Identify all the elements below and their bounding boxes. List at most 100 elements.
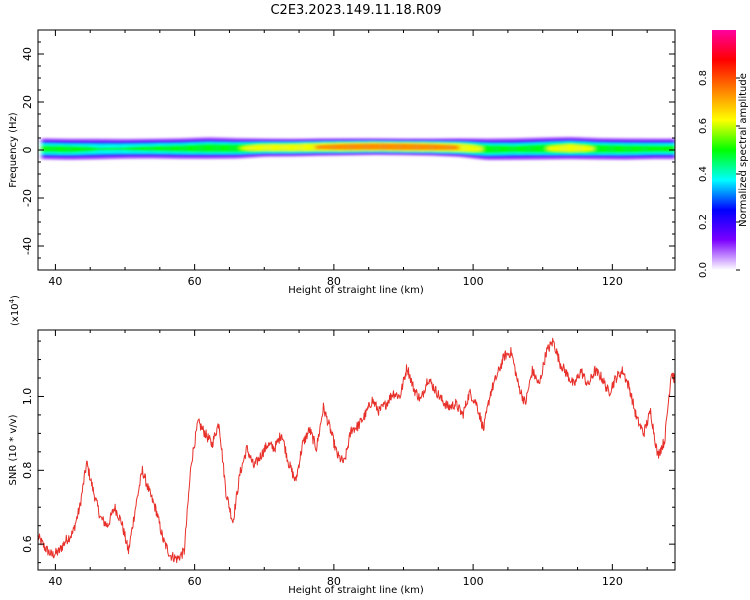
heatmap-cell [491, 145, 497, 154]
heatmap-cell [487, 145, 493, 154]
heatmap-cell [227, 144, 233, 153]
colorbar-gradient [712, 30, 736, 270]
heatmap-cell [380, 143, 386, 150]
colorbar-tick-label: 0.8 [698, 70, 709, 86]
heatmap-cell [166, 145, 173, 152]
heatmap-cell [50, 145, 56, 153]
heatmap-cell [333, 144, 340, 150]
heatmap-cell [547, 146, 553, 151]
heatmap-cell [468, 144, 474, 152]
y-tick-label: -20 [21, 189, 34, 207]
y-tick-label: -40 [21, 237, 34, 255]
spectrogram-y-axis-label: Frequency (Hz) [8, 112, 19, 188]
heatmap-cell [231, 144, 238, 153]
heatmap-cell [528, 144, 535, 153]
colorbar-ticks: 0.0 0.2 0.4 0.6 0.8 [698, 70, 740, 278]
heatmap-cell [190, 144, 196, 153]
heatmap-cell [621, 145, 627, 154]
snr-series-line [38, 337, 675, 564]
heatmap-cell [403, 143, 409, 151]
x-tick-label: 40 [48, 575, 62, 588]
heatmap-cell [315, 145, 321, 150]
heatmap-cell [440, 144, 446, 151]
heatmap-cell [463, 144, 470, 152]
heatmap-cell [398, 143, 405, 151]
heatmap-cell [217, 143, 224, 153]
heatmap-cell [296, 144, 302, 151]
y-tick-label: 0.6 [21, 535, 34, 553]
heatmap-cell [640, 145, 646, 153]
heatmap-cell [500, 145, 507, 154]
heatmap-cell [278, 144, 284, 151]
heatmap-cell [115, 147, 121, 151]
heatmap-cell [162, 145, 168, 152]
snr-frame [37, 329, 676, 571]
heatmap-cell [120, 147, 126, 151]
spectrogram-x-axis-label: Height of straight line (km) [288, 285, 424, 296]
heatmap-cell [661, 145, 666, 153]
heatmap-cell [254, 144, 261, 151]
heatmap-cell [236, 144, 242, 153]
heatmap-cell [199, 144, 205, 153]
heatmap-cell [644, 145, 651, 153]
heatmap-cell [148, 145, 154, 152]
heatmap-cell [510, 145, 516, 153]
heatmap-cell [579, 145, 586, 152]
heatmap-cell [422, 144, 428, 151]
heatmap-cell [649, 145, 655, 153]
heatmap-cell [273, 144, 279, 151]
heatmap-cell [654, 145, 659, 153]
heatmap-cell [55, 145, 61, 153]
heatmap-cell [538, 144, 544, 153]
heatmap-cell [203, 143, 210, 153]
x-tick-label: 120 [602, 575, 623, 588]
heatmap-cell [612, 144, 618, 154]
colorbar-tick-label: 0.6 [698, 118, 709, 134]
heatmap-cell [626, 145, 632, 153]
heatmap-cell [552, 145, 558, 152]
heatmap-cell [561, 144, 567, 152]
heatmap-cell [575, 144, 581, 152]
heatmap-cell [352, 143, 358, 150]
heatmap-cell [92, 147, 98, 152]
heatmap-cell [343, 143, 349, 150]
heatmap-cell [241, 146, 247, 150]
heatmap-cell [282, 144, 289, 151]
heatmap-cell [473, 145, 479, 152]
heatmap-cell [111, 147, 117, 151]
heatmap-cell [301, 144, 307, 151]
colorbar-label: Normalized spectral amplitude [738, 73, 749, 227]
heatmap-cell [129, 146, 135, 151]
heatmap-cell [496, 145, 502, 154]
y-tick-label: 0 [21, 147, 34, 154]
heatmap-cell [454, 145, 460, 150]
heatmap-cell [449, 145, 456, 150]
heatmap-cell [482, 144, 488, 154]
heatmap-cell [324, 144, 330, 150]
heatmap-cell [635, 145, 641, 153]
heatmap-cell [357, 143, 363, 150]
snr-plot-area [38, 330, 675, 570]
heatmap-cell [64, 145, 70, 153]
heatmap-cell [152, 145, 159, 152]
heatmap-cell [176, 145, 182, 152]
heatmap-cell [106, 147, 112, 151]
heatmap-cell [603, 144, 609, 154]
spectrogram-panel: 40 60 80 100 120 -40 -20 0 20 40 Height of strai… [8, 29, 676, 296]
heatmap-cell [514, 145, 521, 153]
y-tick-label: 20 [21, 95, 34, 109]
heatmap-cell [668, 145, 673, 153]
y-tick-label: 1.0 [21, 388, 34, 406]
colorbar-tick-label: 0.4 [698, 166, 709, 182]
heatmap-cell [78, 146, 84, 153]
heatmap-cell [417, 143, 423, 151]
heatmap-cell [329, 144, 335, 150]
heatmap-cell [375, 143, 381, 150]
heatmap-cell [268, 144, 275, 151]
heatmap-cell [157, 145, 163, 152]
x-tick-label: 60 [188, 575, 202, 588]
snr-x-axis-label: Height of straight line (km) [288, 585, 424, 596]
x-tick-label: 40 [48, 275, 62, 288]
heatmap-cell [519, 145, 525, 153]
